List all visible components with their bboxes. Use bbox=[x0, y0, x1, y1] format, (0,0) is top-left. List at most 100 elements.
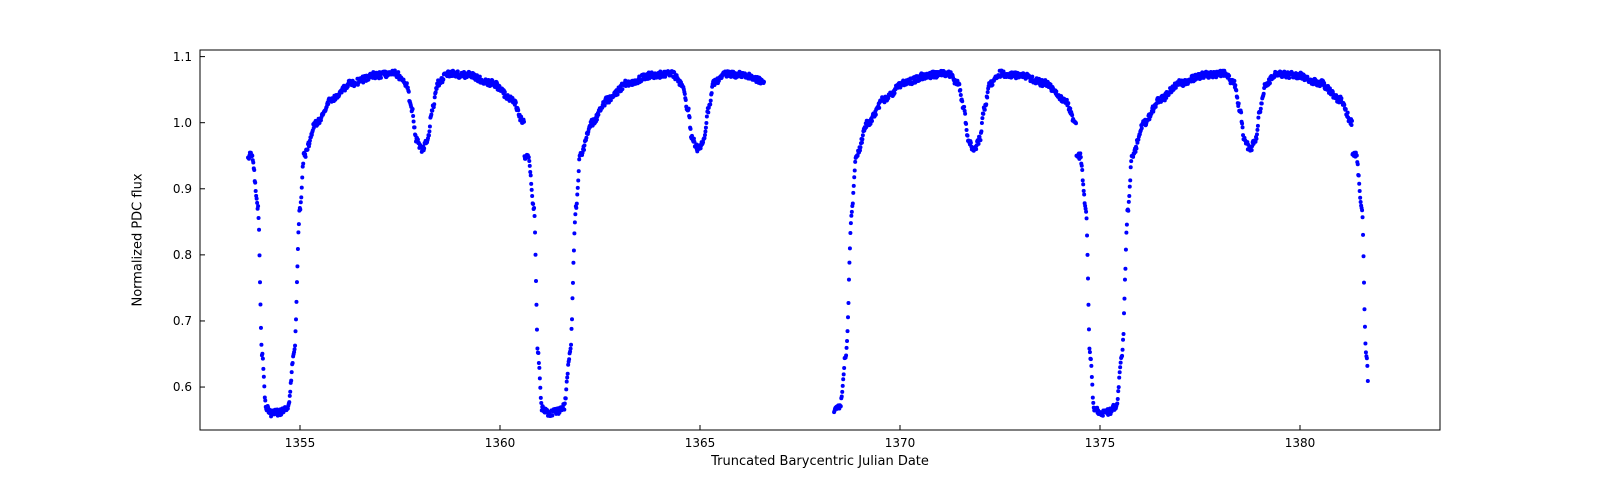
y-tick-label: 1.0 bbox=[173, 116, 192, 130]
data-point bbox=[570, 317, 574, 321]
data-point bbox=[562, 408, 566, 412]
data-point bbox=[254, 189, 258, 193]
data-point bbox=[262, 375, 266, 379]
data-point bbox=[687, 107, 691, 111]
y-tick-label: 1.1 bbox=[173, 50, 192, 64]
data-point bbox=[252, 168, 256, 172]
data-point bbox=[576, 186, 580, 190]
data-point bbox=[536, 351, 540, 355]
data-point bbox=[427, 133, 431, 137]
data-point bbox=[844, 353, 848, 357]
data-point bbox=[1129, 159, 1133, 163]
data-point bbox=[1091, 401, 1095, 405]
data-point bbox=[263, 399, 267, 403]
data-point bbox=[411, 114, 415, 118]
axes-spines bbox=[200, 50, 1440, 430]
data-point bbox=[1122, 297, 1126, 301]
data-point bbox=[963, 112, 967, 116]
data-point bbox=[979, 129, 983, 133]
data-point bbox=[1362, 307, 1366, 311]
data-point bbox=[846, 301, 850, 305]
data-point bbox=[1079, 155, 1083, 159]
data-point bbox=[841, 377, 845, 381]
data-point bbox=[1116, 389, 1120, 393]
data-point bbox=[703, 133, 707, 137]
data-point bbox=[1358, 189, 1362, 193]
data-point bbox=[534, 253, 538, 257]
data-point bbox=[851, 201, 855, 205]
data-point bbox=[529, 173, 533, 177]
data-point bbox=[1086, 303, 1090, 307]
data-point bbox=[295, 280, 299, 284]
data-point bbox=[980, 121, 984, 125]
data-point bbox=[304, 155, 308, 159]
data-point bbox=[1363, 325, 1367, 329]
data-point bbox=[984, 102, 988, 106]
data-point bbox=[1234, 88, 1238, 92]
data-point bbox=[1363, 342, 1367, 346]
data-point bbox=[1115, 402, 1119, 406]
data-point bbox=[582, 148, 586, 152]
data-point bbox=[847, 261, 851, 265]
data-point bbox=[258, 302, 262, 306]
data-point bbox=[874, 113, 878, 117]
data-point bbox=[1089, 364, 1093, 368]
data-point bbox=[853, 160, 857, 164]
data-point bbox=[870, 119, 874, 123]
data-point bbox=[1365, 364, 1369, 368]
data-point bbox=[257, 228, 261, 232]
data-point bbox=[565, 380, 569, 384]
data-point bbox=[1080, 164, 1084, 168]
data-point bbox=[1117, 376, 1121, 380]
data-point bbox=[1235, 96, 1239, 100]
x-tick-label: 1375 bbox=[1085, 436, 1116, 450]
data-point bbox=[1089, 357, 1093, 361]
data-point bbox=[262, 384, 266, 388]
data-point bbox=[573, 220, 577, 224]
data-point bbox=[253, 181, 257, 185]
y-axis-label: Normalized PDC flux bbox=[131, 173, 146, 306]
data-point bbox=[839, 404, 843, 408]
data-point bbox=[688, 115, 692, 119]
y-tick-label: 0.7 bbox=[173, 314, 192, 328]
data-point bbox=[842, 372, 846, 376]
plot-area bbox=[200, 50, 1440, 430]
data-point bbox=[413, 125, 417, 129]
data-point bbox=[1361, 215, 1365, 219]
data-point bbox=[300, 175, 304, 179]
data-point bbox=[564, 396, 568, 400]
data-point bbox=[850, 210, 854, 214]
data-point bbox=[260, 352, 264, 356]
data-point bbox=[570, 296, 574, 300]
data-point bbox=[1262, 92, 1266, 96]
data-point bbox=[848, 231, 852, 235]
data-point bbox=[582, 143, 586, 147]
data-point bbox=[293, 347, 297, 351]
data-point bbox=[1140, 126, 1144, 130]
data-point bbox=[847, 278, 851, 282]
data-point bbox=[1362, 281, 1366, 285]
data-point bbox=[503, 90, 507, 94]
data-point bbox=[1358, 196, 1362, 200]
data-point bbox=[861, 133, 865, 137]
data-point bbox=[295, 264, 299, 268]
data-point bbox=[563, 401, 567, 405]
data-point bbox=[407, 90, 411, 94]
x-axis-label: Truncated Barycentric Julian Date bbox=[711, 454, 929, 469]
data-point bbox=[1355, 153, 1359, 157]
data-point bbox=[1127, 200, 1131, 204]
data-point bbox=[432, 102, 436, 106]
data-point bbox=[575, 192, 579, 196]
data-point bbox=[1030, 75, 1034, 79]
data-point bbox=[1254, 137, 1258, 141]
data-point bbox=[1366, 379, 1370, 383]
data-point bbox=[840, 394, 844, 398]
data-point bbox=[962, 105, 966, 109]
data-point bbox=[261, 367, 265, 371]
data-point bbox=[957, 82, 961, 86]
data-point bbox=[288, 390, 292, 394]
data-point bbox=[1364, 350, 1368, 354]
data-point bbox=[584, 136, 588, 140]
data-point bbox=[1085, 234, 1089, 238]
data-point bbox=[683, 92, 687, 96]
